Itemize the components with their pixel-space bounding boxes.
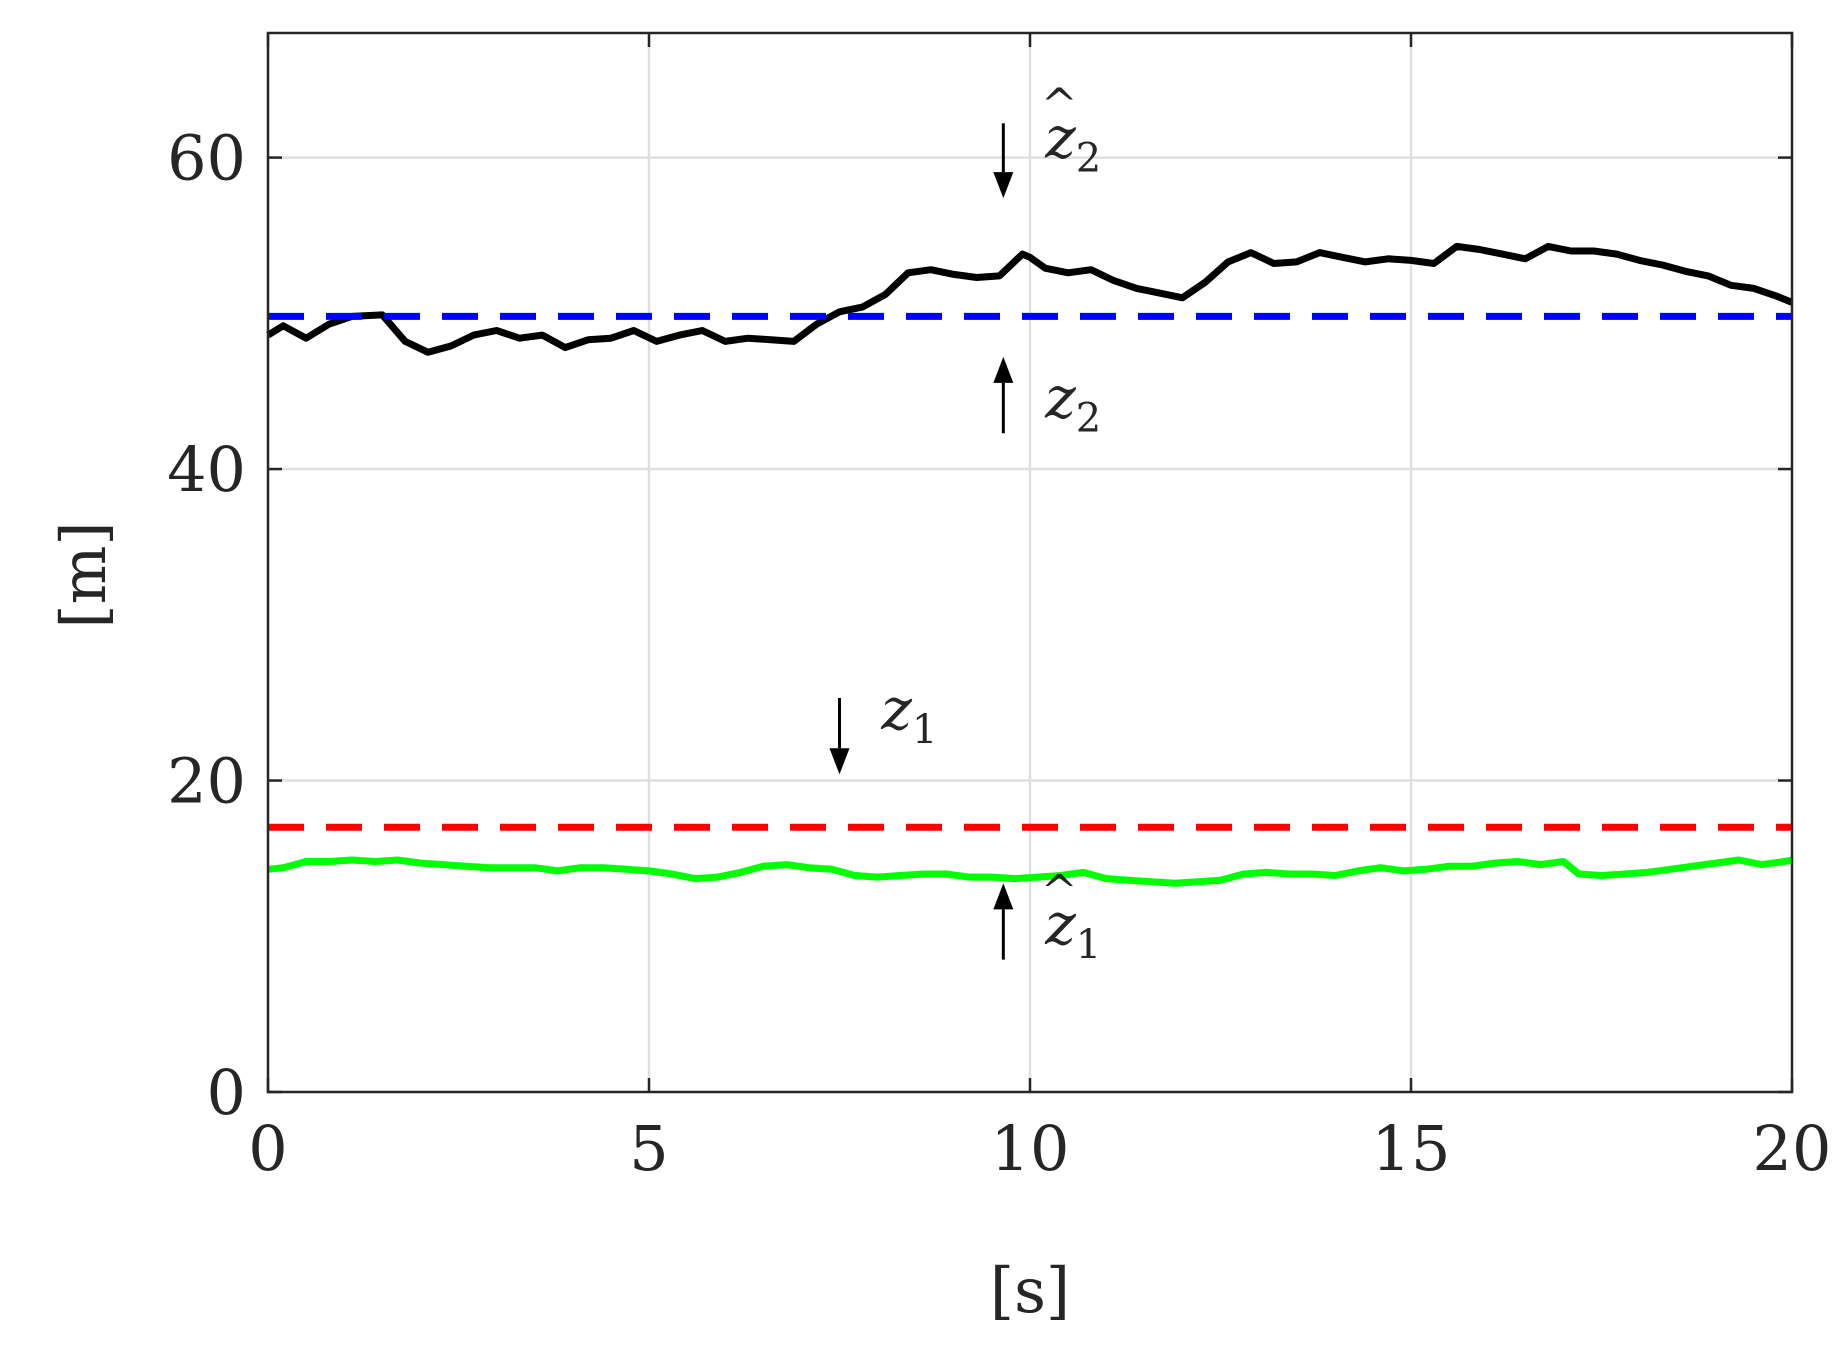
x-tick-label: 5 (629, 1112, 668, 1185)
x-tick-label: 10 (991, 1112, 1070, 1185)
tick-marks: 0 5 10 15 20 0 20 40 60 (167, 33, 1831, 1185)
annotation-z2: z2 (993, 356, 1101, 442)
annotation-label: z1 (880, 675, 937, 753)
annotation-z2-hat: z2^ (993, 80, 1101, 199)
x-tick-label: 0 (248, 1112, 287, 1185)
annotation-z1: z1 (829, 675, 937, 775)
y-tick-label: 20 (167, 745, 246, 818)
series-line-0 (266, 242, 1794, 356)
x-tick-label: 20 (1753, 1112, 1832, 1185)
series-line-3 (267, 856, 1793, 887)
y-tick-label: 60 (167, 122, 246, 195)
annotation-label: z1 (1044, 890, 1101, 968)
hat-accent: ^ (1041, 80, 1078, 131)
y-axis-title: [m] (47, 521, 120, 628)
y-tick-label: 40 (167, 433, 246, 506)
annotation-arrow-head (993, 356, 1014, 383)
annotation-arrow-head (993, 172, 1014, 199)
x-tick-label: 15 (1372, 1112, 1451, 1185)
annotation-label: z2 (1044, 364, 1101, 442)
annotation-label: z2 (1044, 104, 1101, 182)
series-layer (266, 242, 1794, 887)
grid-lines (268, 33, 1792, 1092)
annotation-arrow-head (993, 883, 1014, 910)
y-tick-label: 0 (207, 1056, 246, 1129)
annotation-z1-hat: z1^ (993, 866, 1101, 968)
x-axis-title: [s] (990, 1254, 1070, 1327)
hat-accent: ^ (1041, 866, 1078, 917)
annotation-arrow-head (829, 748, 850, 775)
